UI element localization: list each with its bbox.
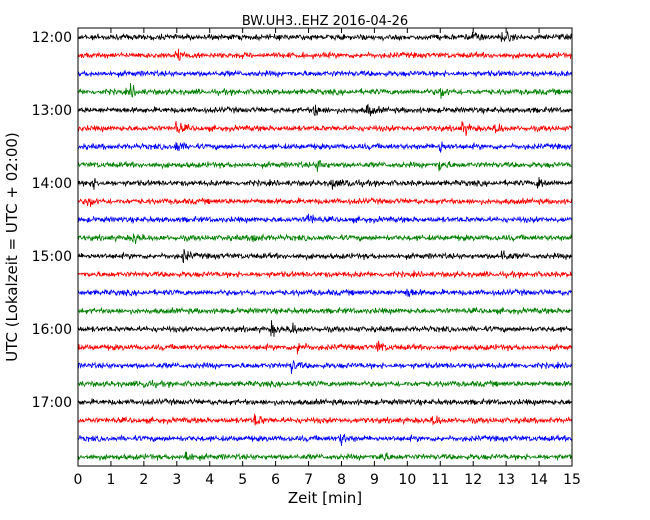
trace-1315 [78, 120, 572, 136]
y-axis: 12:00 13:00 14:00 15:00 16:00 17:00 [32, 30, 572, 411]
trace-1515 [78, 270, 572, 279]
trace-1415 [78, 196, 572, 207]
x-tick-label: 14 [530, 472, 548, 488]
x-tick-label: 1 [106, 472, 115, 488]
trace-1600 [78, 320, 572, 337]
trace-1545 [78, 306, 572, 316]
trace-1445 [78, 233, 572, 245]
x-axis: 0 1 2 3 4 5 6 7 8 9 10 11 12 13 14 15 [74, 28, 581, 488]
x-tick-label: 3 [172, 472, 181, 488]
y-tick-label: 12:00 [32, 30, 72, 46]
x-tick-label: 6 [271, 472, 280, 488]
x-tick-label: 13 [497, 472, 515, 488]
trace-1500 [78, 249, 572, 264]
y-tick-label: 16:00 [32, 322, 72, 338]
x-tick-label: 12 [464, 472, 482, 488]
y-tick-label: 14:00 [32, 176, 72, 192]
y-tick-label: 13:00 [32, 103, 72, 119]
x-tick-label: 11 [431, 472, 449, 488]
trace-1430 [78, 213, 572, 225]
trace-1200 [78, 31, 572, 42]
x-tick-label: 9 [370, 472, 379, 488]
trace-1245 [78, 82, 572, 99]
y-tick-label: 15:00 [32, 249, 72, 265]
trace-1400 [78, 176, 572, 190]
y-tick-label: 17:00 [32, 395, 72, 411]
trace-1745 [78, 451, 572, 462]
x-tick-label: 2 [139, 472, 148, 488]
trace-1615 [78, 340, 572, 355]
trace-1730 [78, 433, 572, 446]
trace-1630 [78, 359, 572, 375]
x-tick-label: 8 [337, 472, 346, 488]
x-tick-label: 7 [304, 472, 313, 488]
plot-frame [77, 27, 573, 467]
x-tick-label: 10 [398, 472, 416, 488]
trace-1530 [78, 288, 572, 298]
trace-1345 [78, 160, 572, 172]
x-tick-label: 0 [74, 472, 83, 488]
x-tick-label: 4 [205, 472, 214, 488]
chart-title: BW.UH3..EHZ 2016-04-26 [242, 14, 408, 29]
x-tick-label: 15 [563, 472, 581, 488]
trace-group [78, 31, 572, 462]
trace-1330 [78, 141, 572, 154]
x-axis-label: Zeit [min] [288, 489, 362, 507]
trace-1300 [78, 103, 572, 117]
y-axis-label: UTC (Lokalzeit = UTC + 02:00) [3, 132, 21, 362]
trace-1230 [78, 69, 572, 78]
trace-1215 [78, 48, 572, 61]
trace-1700 [78, 397, 572, 407]
trace-1715 [78, 413, 572, 426]
x-tick-label: 5 [238, 472, 247, 488]
trace-1645 [78, 379, 572, 389]
